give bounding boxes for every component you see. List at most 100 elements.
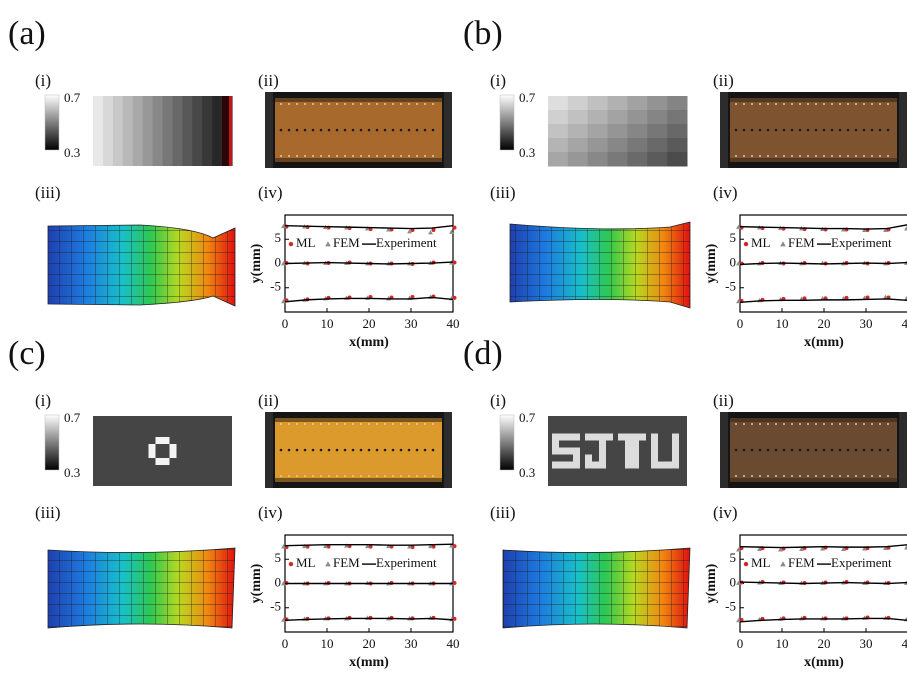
pattern-cell — [123, 96, 133, 166]
photo-shade — [275, 158, 442, 162]
marker-dot — [352, 423, 354, 425]
marker-dot — [296, 423, 298, 425]
pattern-cell — [599, 434, 606, 441]
pattern-cell — [552, 448, 559, 455]
marker-dot — [296, 155, 298, 157]
marker-dot — [336, 155, 338, 157]
marker-dot — [887, 155, 889, 157]
y-tick-label: -5 — [270, 599, 281, 614]
chart: 010203040-505x(mm)y(mm)MLFEMExperiment — [704, 535, 907, 670]
marker-dot — [783, 103, 785, 105]
marker-dot — [312, 155, 314, 157]
mesh-grid — [510, 222, 690, 308]
marker-dot — [735, 475, 737, 477]
pattern-cell — [632, 434, 639, 441]
pattern-cell — [559, 448, 566, 455]
marker-dot — [384, 155, 386, 157]
y-axis-label: y(mm) — [704, 563, 719, 603]
chart: 010203040-505x(mm)y(mm)MLFEMExperiment — [704, 215, 907, 350]
pattern-cell — [548, 138, 568, 153]
legend-label: ML — [296, 555, 316, 570]
marker-dot — [871, 423, 873, 425]
x-tick-label: 0 — [737, 636, 744, 651]
x-axis-label: x(mm) — [349, 655, 389, 670]
marker-dot — [312, 129, 315, 132]
subpanel-label: (ii) — [258, 71, 279, 90]
marker-dot — [839, 449, 842, 452]
pattern-cell — [592, 434, 599, 441]
marker-dot — [280, 449, 283, 452]
marker-dot — [823, 423, 825, 425]
marker-dot — [887, 103, 889, 105]
marker-dot — [360, 103, 362, 105]
marker-dot — [791, 475, 793, 477]
marker-dot — [887, 129, 890, 132]
marker-dot — [368, 103, 370, 105]
marker-dot — [759, 475, 761, 477]
pattern-cell — [588, 152, 608, 167]
pattern-cell — [573, 448, 580, 455]
x-tick-label: 20 — [363, 316, 376, 331]
pattern-cell — [667, 152, 687, 167]
marker-dot — [280, 423, 282, 425]
pattern-cell — [651, 441, 658, 448]
marker-dot — [296, 103, 298, 105]
marker-dot — [392, 103, 394, 105]
pattern-cell — [568, 124, 588, 139]
pattern-cell — [573, 455, 580, 462]
marker-dot — [775, 423, 777, 425]
pattern-cell — [599, 455, 606, 462]
pattern-cell — [592, 462, 599, 469]
legend-label: ML — [751, 555, 771, 570]
y-axis-label: y(mm) — [249, 563, 264, 603]
marker-dot — [855, 423, 857, 425]
subpanel-label: (iii) — [490, 503, 516, 522]
marker-dot — [432, 103, 434, 105]
y-tick-label: -5 — [270, 279, 281, 294]
marker-dot — [863, 449, 866, 452]
grip — [444, 412, 452, 488]
marker-dot — [376, 475, 378, 477]
marker-dot — [759, 423, 761, 425]
pattern-cell — [672, 441, 679, 448]
marker-dot — [783, 129, 786, 132]
marker-dot — [312, 449, 315, 452]
colorbar — [45, 415, 59, 470]
pattern-cell — [156, 458, 163, 465]
marker-dot — [807, 155, 809, 157]
marker-dot — [328, 449, 331, 452]
marker-dot — [751, 449, 754, 452]
marker-dot — [352, 103, 354, 105]
marker-dot — [847, 155, 849, 157]
marker-dot — [352, 475, 354, 477]
marker-dot — [384, 423, 386, 425]
pattern-cell — [113, 96, 123, 166]
marker-dot — [288, 103, 290, 105]
photo-shade — [730, 418, 897, 422]
marker-dot — [735, 129, 738, 132]
experiment-line — [740, 299, 907, 302]
pattern-cell — [552, 462, 559, 469]
x-tick-label: 0 — [282, 636, 289, 651]
pattern-cell — [608, 138, 628, 153]
x-tick-label: 30 — [860, 316, 873, 331]
marker-dot — [400, 129, 403, 132]
photo-shade — [275, 418, 442, 422]
pattern-cell — [627, 110, 647, 125]
pattern-cell — [149, 451, 156, 458]
marker-dot — [823, 129, 826, 132]
grip — [720, 412, 728, 488]
fem-marker — [780, 561, 786, 566]
marker-dot — [767, 129, 770, 132]
marker-dot — [424, 423, 426, 425]
marker-dot — [368, 129, 371, 132]
marker-dot — [815, 103, 817, 105]
marker-dot — [815, 449, 818, 452]
marker-dot — [400, 103, 402, 105]
marker-dot — [743, 423, 745, 425]
marker-dot — [735, 423, 737, 425]
marker-dot — [432, 449, 435, 452]
pattern-cell — [632, 441, 639, 448]
marker-dot — [408, 449, 411, 452]
deformed-mesh — [510, 222, 690, 308]
